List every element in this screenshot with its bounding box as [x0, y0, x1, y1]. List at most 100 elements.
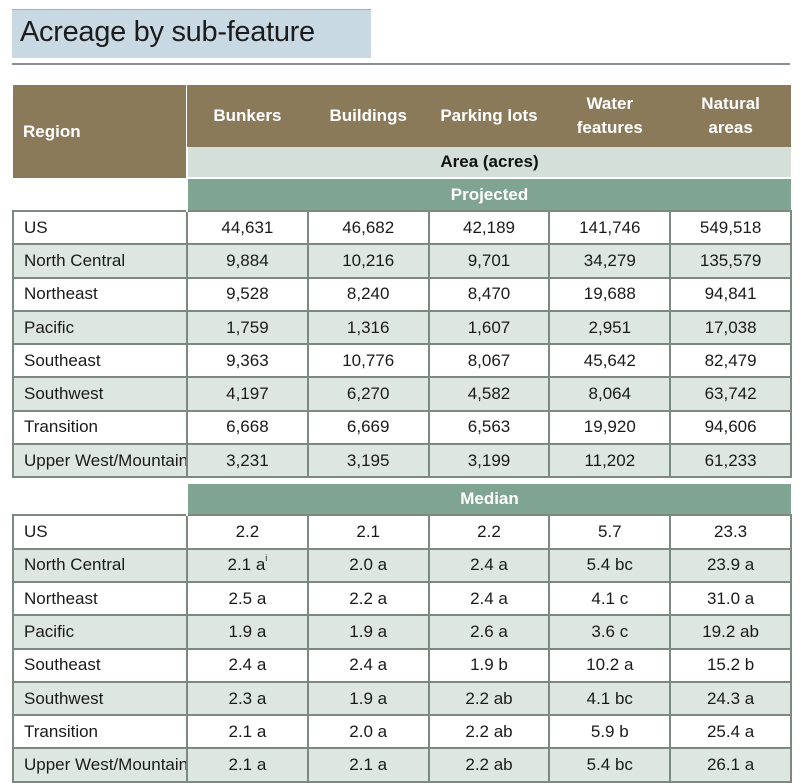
table-cell: 2.4 a [187, 648, 309, 683]
table-cell: 19,920 [549, 410, 672, 446]
acreage-table: Region Bunkers Buildings Parking lots Wa… [12, 85, 792, 783]
table-row: Upper West/Mountain 2.1 a 2.1 a 2.2 ab 5.4 b… [12, 748, 792, 783]
table-row: Northeast 9,528 8,240 8,470 19,688 94,841 [12, 277, 792, 312]
table-cell: 2.2 ab [428, 748, 551, 783]
table-cell: 8,064 [549, 377, 672, 412]
table-cell: 1.9 a [187, 615, 309, 650]
table-cell: 6,669 [307, 410, 430, 446]
area-units-row: Area (acres) [13, 147, 791, 179]
table-cell: 2.3 a [187, 681, 309, 717]
table-cell: 63,742 [670, 377, 792, 412]
table-cell: 2.1 [307, 514, 430, 550]
table-cell: 2.6 a [428, 615, 551, 650]
table-cell: 135,579 [670, 244, 792, 279]
table-cell: 6,668 [187, 410, 309, 446]
table-row: Upper West/Mountain 3,231 3,195 3,199 11,202… [12, 444, 792, 479]
table-row: Transition 2.1 a 2.0 a 2.2 ab 5.9 b 25.4 a [12, 715, 792, 750]
region-label: North Central [12, 244, 188, 279]
table-cell: 2.4 a [428, 581, 551, 617]
table-row: Southwest 4,197 6,270 4,582 8,064 63,742 [12, 377, 792, 412]
table-cell: 5.9 b [549, 715, 672, 750]
region-label: US [12, 209, 188, 246]
natural-areas-column-header: Natural areas [670, 85, 791, 147]
table-cell: 3.6 c [549, 615, 672, 650]
region-label: Southeast [12, 648, 188, 683]
table-cell: 4.1 c [549, 581, 672, 617]
table-cell: 10,216 [307, 244, 430, 279]
table-cell: 23.3 [670, 514, 792, 550]
table-row: North Central 9,884 10,216 9,701 34,279 135,5… [12, 244, 792, 279]
table-cell: 10.2 a [549, 648, 672, 683]
table-cell: 2.2 ab [428, 715, 551, 750]
table-cell: 9,528 [187, 277, 309, 312]
region-label: Transition [12, 715, 188, 750]
median-section-label: Median [186, 484, 791, 516]
table-cell: 5.4 bc [549, 548, 672, 583]
region-label: Transition [12, 410, 188, 446]
table-row: Pacific 1.9 a 1.9 a 2.6 a 3.6 c 19.2 ab [12, 615, 792, 650]
table-cell: 26.1 a [670, 748, 792, 783]
table-cell: 8,240 [307, 277, 430, 312]
table-cell: 549,518 [670, 209, 792, 246]
column-header-row: Region Bunkers Buildings Parking lots Wa… [13, 85, 791, 178]
region-label: US [12, 514, 188, 550]
table-cell: 1,759 [187, 310, 309, 346]
table-cell: 19,688 [549, 277, 672, 312]
table-cell: 11,202 [549, 444, 672, 479]
table-cell: 3,231 [187, 444, 309, 479]
region-label: Northeast [12, 277, 188, 312]
region-label: Southwest [12, 681, 188, 717]
water-features-column-header: Water features [549, 85, 671, 147]
region-column-header: Region [13, 85, 187, 178]
projected-section-label: Projected [186, 178, 791, 211]
table-cell: 24.3 a [670, 681, 792, 717]
table-cell: 9,363 [187, 344, 309, 379]
table-cell: 94,841 [670, 277, 792, 312]
table-cell: 6,563 [428, 410, 551, 446]
table-cell: 2.0 a [307, 548, 430, 583]
area-units-label: Area (acres) [186, 147, 791, 179]
median-section-row: Median [13, 484, 791, 516]
page-title: Acreage by sub-feature [20, 16, 315, 48]
table-row: North Central 2.1 ai 2.0 a 2.4 a 5.4 bc 23.9 … [12, 548, 792, 583]
title-band: Acreage by sub-feature [12, 9, 371, 58]
table-cell: 3,195 [307, 444, 430, 479]
region-label: Pacific [12, 310, 188, 346]
table-row: Southeast 9,363 10,776 8,067 45,642 82,479 [12, 344, 792, 379]
table-cell: 2.1 ai [187, 548, 309, 583]
region-label: Upper West/Mountain [12, 748, 188, 783]
table-row: Pacific 1,759 1,316 1,607 2,951 17,038 [12, 310, 792, 346]
table-cell: 23.9 a [670, 548, 792, 583]
table-cell: 31.0 a [670, 581, 792, 617]
table-cell: 5.4 bc [549, 748, 672, 783]
buildings-column-header: Buildings [307, 85, 429, 147]
table-row: US 2.2 2.1 2.2 5.7 23.3 [12, 514, 792, 550]
projected-section-row: Projected [13, 178, 791, 211]
table-cell: 1,607 [428, 310, 551, 346]
table-cell: 42,189 [428, 209, 551, 246]
region-label: Northeast [12, 581, 188, 617]
table-cell: 8,067 [428, 344, 551, 379]
table-cell: 94,606 [670, 410, 792, 446]
table-cell: 2.2 ab [428, 681, 551, 717]
region-label: Pacific [12, 615, 188, 650]
table-cell: 1.9 a [307, 681, 430, 717]
table-cell: 3,199 [428, 444, 551, 479]
table-cell: 25.4 a [670, 715, 792, 750]
table-cell: 6,270 [307, 377, 430, 412]
table-cell: 45,642 [549, 344, 672, 379]
table-cell: 46,682 [307, 209, 430, 246]
table-cell: 15.2 b [670, 648, 792, 683]
parking-lots-column-header: Parking lots [428, 85, 550, 147]
table-cell: 2.4 a [428, 548, 551, 583]
table-cell: 8,470 [428, 277, 551, 312]
table-cell: 61,233 [670, 444, 792, 479]
region-label: Upper West/Mountain [12, 444, 188, 479]
table-cell: 19.2 ab [670, 615, 792, 650]
table-row: Southwest 2.3 a 1.9 a 2.2 ab 4.1 bc 24.3 a [12, 681, 792, 717]
region-label: North Central [12, 548, 188, 583]
table-row: US 44,631 46,682 42,189 141,746 549,518 [12, 209, 792, 246]
bunkers-column-header: Bunkers [187, 85, 308, 147]
table-cell: 1,316 [307, 310, 430, 346]
table-row: Northeast 2.5 a 2.2 a 2.4 a 4.1 c 31.0 a [12, 581, 792, 617]
